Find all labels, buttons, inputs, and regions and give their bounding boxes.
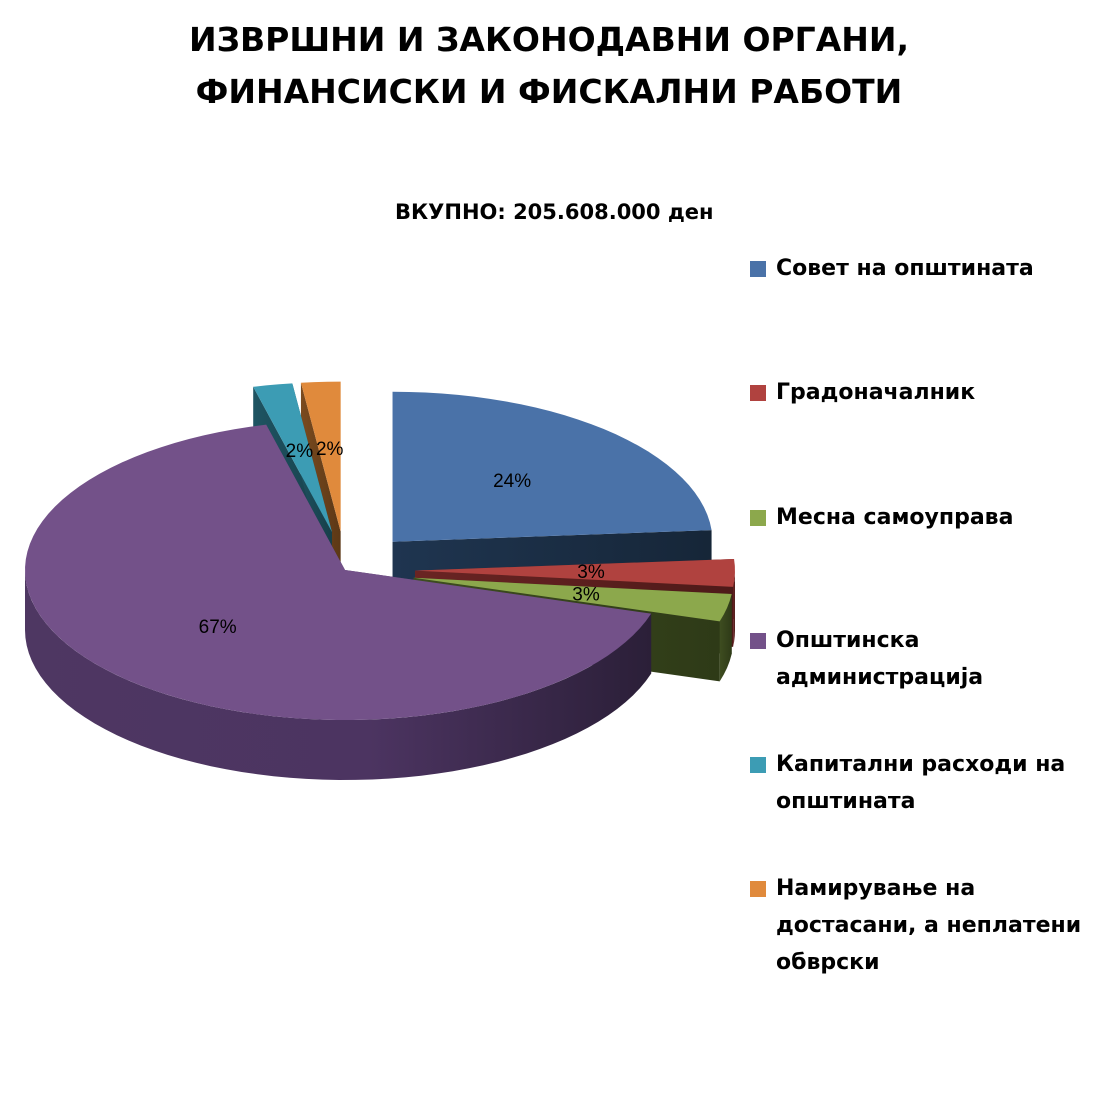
pie-slice-wall-2-0 (719, 594, 732, 682)
legend-label-0: Совет на општината (776, 250, 1034, 287)
legend-item-3: Општинска администрација (750, 622, 1090, 696)
legend-swatch-3 (750, 633, 766, 649)
legend-item-5: Намирување на достасани, а неплатени обврс… (750, 870, 1090, 981)
pie-data-label-5: 2% (316, 439, 344, 460)
pie-slice-3 (25, 424, 652, 720)
pie-data-labels: 24% 3%3% 67% 2% 2% (199, 439, 605, 638)
pie-slice-wall-1-0 (733, 570, 735, 647)
pie-slice-tops (25, 381, 735, 720)
legend-label-line: општината (776, 789, 916, 814)
pie-slice-2 (413, 577, 732, 622)
pie-data-label-2: 3% (572, 584, 600, 605)
legend-label-3: Општинска администрација (776, 622, 983, 696)
pie-slice-0 (392, 391, 712, 542)
pie-data-label-1: 3% (577, 562, 605, 583)
legend-item-0: Совет на општината (750, 250, 1090, 287)
pie-slice-wall-3-0 (25, 570, 652, 780)
legend-swatch-5 (750, 881, 766, 897)
pie-data-label-4: 2% (286, 441, 314, 462)
legend-item-4: Капитални расходи на општината (750, 746, 1090, 820)
legend-label-line: администрација (776, 665, 984, 690)
legend-item-1: Градоначалник (750, 374, 1090, 411)
legend-label-line: обврски (776, 950, 880, 975)
legend-label-5: Намирување на достасани, а неплатени обврс… (776, 870, 1081, 981)
legend-label-line: достасани, а неплатени (776, 913, 1082, 938)
pie-slice-1 (414, 558, 735, 587)
chart-subtitle: ВКУПНО: 205.608.000 ден (395, 200, 714, 224)
legend-label-line: Совет на општината (776, 256, 1034, 281)
pie-slice-5 (300, 381, 341, 532)
pie-data-label-3: 67% (199, 617, 237, 638)
chart-title-line-2: ФИНАНСИСКИ И ФИСКАЛНИ РАБОТИ (195, 72, 903, 111)
legend-label-line: Општинска (776, 628, 920, 653)
legend-label-1: Градоначалник (776, 374, 975, 411)
chart-title: ИЗВРШНИ И ЗАКОНОДАВНИ ОРГАНИ, ФИНАНСИСКИ… (0, 14, 1098, 118)
legend-label-4: Капитални расходи на општината (776, 746, 1065, 820)
pie-data-label-0: 24% (493, 471, 531, 492)
legend-label-line: Месна самоуправа (776, 505, 1014, 530)
legend-label-line: Намирување на (776, 876, 976, 901)
legend-swatch-4 (750, 757, 766, 773)
legend-swatch-0 (750, 261, 766, 277)
legend-swatch-2 (750, 510, 766, 526)
pie-slice-4 (253, 383, 333, 533)
legend-label-line: Капитални расходи на (776, 752, 1066, 777)
legend-item-2: Месна самоуправа (750, 499, 1090, 536)
legend-label-line: Градоначалник (776, 380, 976, 405)
chart-title-line-1: ИЗВРШНИ И ЗАКОНОДАВНИ ОРГАНИ, (188, 20, 910, 59)
legend-swatch-1 (750, 385, 766, 401)
legend-label-2: Месна самоуправа (776, 499, 1013, 536)
